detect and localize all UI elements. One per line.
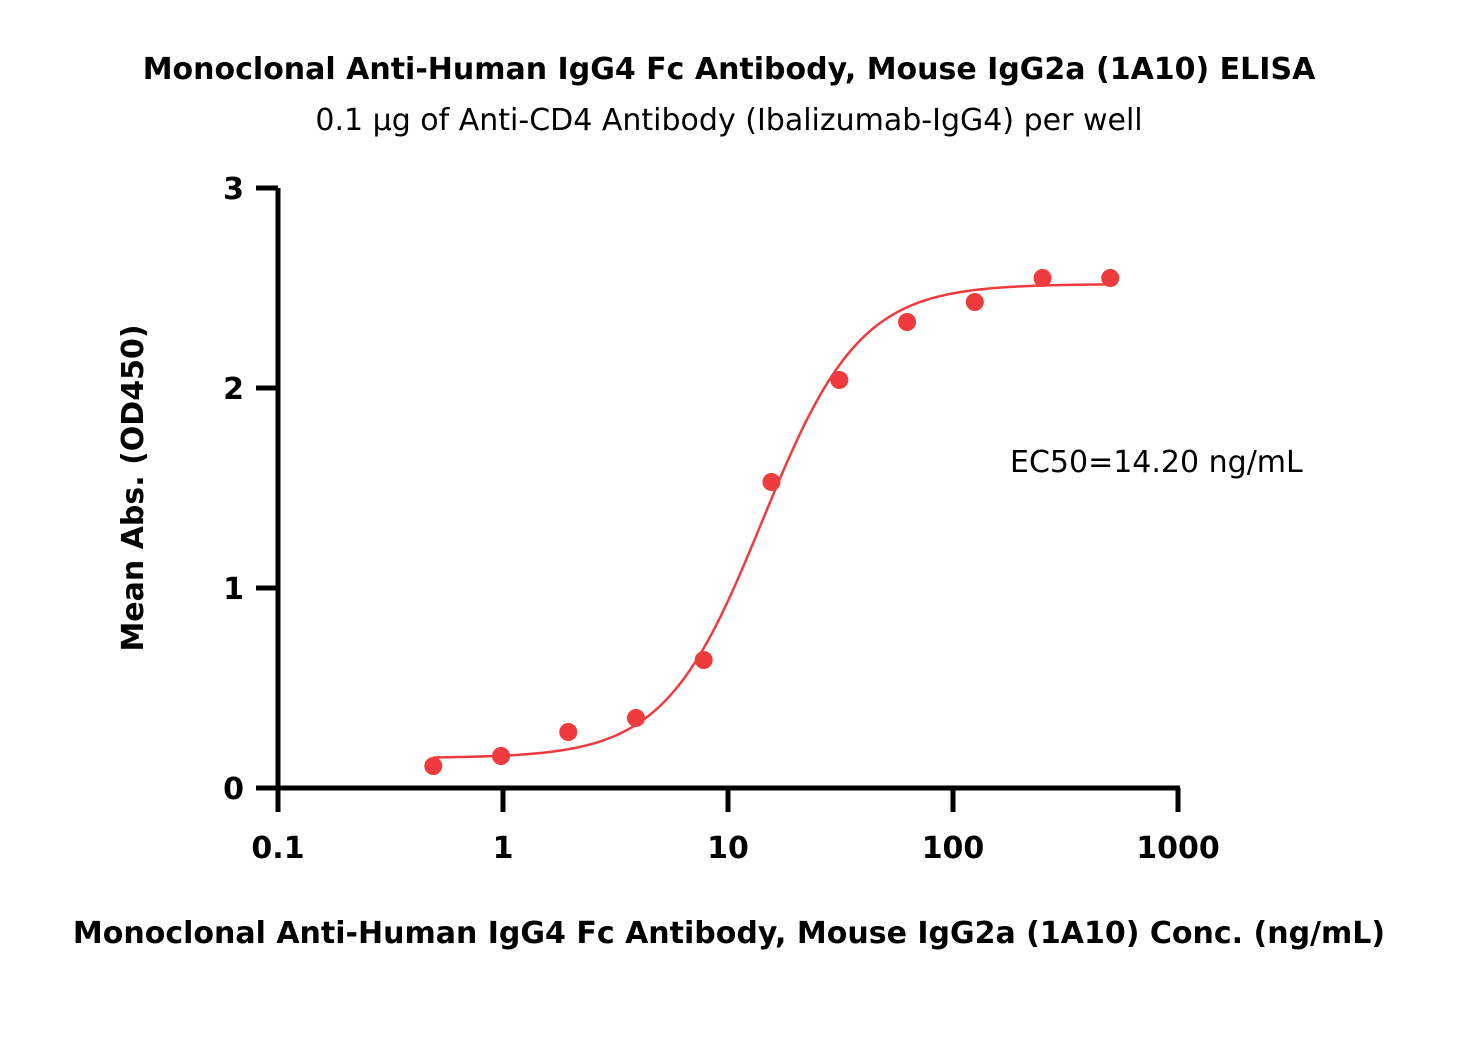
data-point	[830, 371, 849, 389]
data-point	[898, 313, 917, 331]
x-axis-label: Monoclonal Anti-Human IgG4 Fc Antibody, …	[73, 916, 1385, 951]
x-tick-label: 1	[493, 831, 514, 866]
data-points-layer	[424, 269, 1120, 775]
data-point	[1101, 269, 1120, 287]
data-point	[492, 747, 511, 765]
fit-curve-layer	[433, 283, 1111, 759]
data-point	[559, 723, 578, 741]
y-tick-label: 2	[223, 372, 244, 407]
data-point	[626, 709, 645, 727]
data-point	[762, 473, 781, 491]
x-tick-label: 0.1	[251, 831, 304, 866]
data-point	[424, 757, 443, 775]
y-tick-label: 1	[223, 572, 244, 607]
y-tick-label: 3	[223, 172, 244, 207]
data-point	[965, 293, 984, 311]
fit-curve	[433, 283, 1111, 759]
data-point	[1033, 269, 1052, 287]
ec50-annotation: EC50=14.20 ng/mL	[1010, 445, 1303, 480]
chart-subtitle: 0.1 μg of Anti-CD4 Antibody (Ibalizumab-…	[315, 103, 1142, 138]
data-point	[694, 651, 713, 669]
ticks: 0 1 2 3 0.1 1 10 100 1000	[223, 172, 1220, 866]
x-tick-label: 10	[707, 831, 749, 866]
y-tick-label: 0	[223, 772, 244, 807]
chart-title: Monoclonal Anti-Human IgG4 Fc Antibody, …	[143, 52, 1316, 87]
y-axis-label: Mean Abs. (OD450)	[116, 324, 151, 651]
x-tick-label: 1000	[1136, 831, 1220, 866]
x-tick-label: 100	[922, 831, 985, 866]
